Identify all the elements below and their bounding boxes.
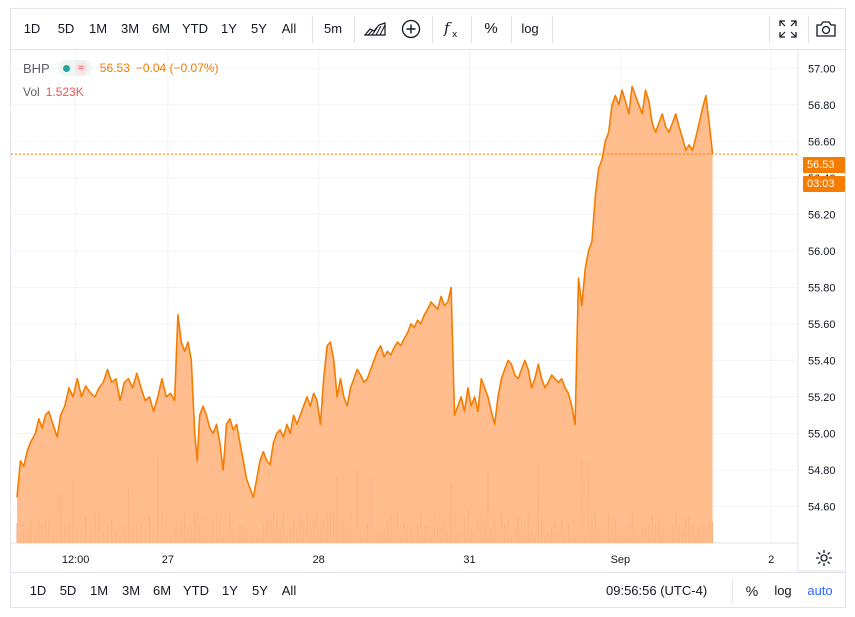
y-tick-label: 55.80 bbox=[808, 282, 836, 294]
range-button-1m[interactable]: 1M bbox=[88, 21, 108, 36]
log-scale-button[interactable]: log bbox=[521, 21, 539, 36]
range-button-1d[interactable]: 1D bbox=[23, 21, 41, 36]
top-toolbar: 1D 5D 1M 3M 6M YTD 1Y 5Y All 5m f x bbox=[11, 9, 845, 50]
range-button-all[interactable]: All bbox=[281, 21, 297, 36]
camera-icon[interactable] bbox=[813, 17, 839, 41]
countdown-tag: 03:03 bbox=[803, 176, 845, 192]
range-button-3m[interactable]: 3M bbox=[120, 21, 140, 36]
indicators-fx-icon[interactable]: f x bbox=[438, 17, 464, 41]
chart-settings-gear-icon[interactable] bbox=[811, 546, 837, 570]
y-tick-label: 56.20 bbox=[808, 209, 836, 221]
range-button-ytd[interactable]: YTD bbox=[182, 21, 208, 36]
chart-legend: BHP ≈ 56.53 −0.04 (−0.07%) Vol 1.523K bbox=[23, 59, 219, 107]
range-button-5d[interactable]: 5D bbox=[57, 21, 75, 36]
x-tick-label: 2 bbox=[768, 554, 774, 566]
legend-status-pill[interactable]: ≈ bbox=[57, 60, 92, 76]
fullscreen-icon[interactable] bbox=[775, 17, 801, 41]
price-line bbox=[16, 85, 714, 499]
y-tick-label: 56.60 bbox=[808, 136, 836, 148]
y-tick-label: 55.20 bbox=[808, 392, 836, 404]
legend-price: 56.53 bbox=[99, 61, 130, 75]
bottom-range-5y[interactable]: 5Y bbox=[252, 583, 268, 598]
range-button-1y[interactable]: 1Y bbox=[221, 21, 237, 36]
y-tick-label: 55.60 bbox=[808, 319, 836, 331]
bottom-range-5d[interactable]: 5D bbox=[59, 583, 77, 598]
price-chart[interactable]: 57.0056.8056.6056.4056.2056.0055.8055.60… bbox=[11, 9, 845, 572]
toolbar-divider bbox=[471, 16, 472, 43]
range-button-5y[interactable]: 5Y bbox=[251, 21, 267, 36]
delayed-data-icon: ≈ bbox=[74, 61, 87, 75]
x-tick-label: 28 bbox=[313, 554, 325, 566]
y-tick-label: 57.00 bbox=[808, 63, 836, 75]
x-tick-label: Sep bbox=[611, 554, 631, 566]
chart-widget: 1D 5D 1M 3M 6M YTD 1Y 5Y All 5m f x bbox=[10, 8, 846, 608]
percent-scale-button[interactable]: % bbox=[484, 20, 498, 37]
y-tick-label: 54.80 bbox=[808, 465, 836, 477]
x-tick-label: 27 bbox=[162, 554, 174, 566]
bottom-range-ytd[interactable]: YTD bbox=[183, 583, 209, 598]
bottom-range-1y[interactable]: 1Y bbox=[222, 583, 238, 598]
y-tick-label: 56.80 bbox=[808, 100, 836, 112]
range-button-6m[interactable]: 6M bbox=[151, 21, 171, 36]
toolbar-divider bbox=[511, 16, 512, 43]
toolbar-divider bbox=[552, 16, 553, 43]
y-tick-label: 54.60 bbox=[808, 501, 836, 513]
toolbar-divider bbox=[312, 16, 313, 43]
toolbar-divider bbox=[732, 579, 733, 603]
market-open-dot-icon bbox=[62, 64, 70, 72]
bottom-range-all[interactable]: All bbox=[281, 583, 297, 598]
toolbar-divider bbox=[354, 16, 355, 43]
bottom-range-1d[interactable]: 1D bbox=[29, 583, 47, 598]
bottom-range-6m[interactable]: 6M bbox=[152, 583, 172, 598]
interval-button[interactable]: 5m bbox=[323, 21, 343, 36]
bottom-log-button[interactable]: log bbox=[774, 583, 792, 598]
toolbar-divider bbox=[432, 16, 433, 43]
y-tick-label: 55.40 bbox=[808, 355, 836, 367]
chart-style-icon[interactable] bbox=[362, 17, 388, 41]
toolbar-divider bbox=[769, 16, 770, 43]
y-tick-label: 55.00 bbox=[808, 428, 836, 440]
price-area-fill bbox=[17, 86, 713, 543]
legend-symbol: BHP bbox=[23, 60, 50, 76]
bottom-toolbar: 1D 5D 1M 3M 6M YTD 1Y 5Y All 09:56:56 (U… bbox=[11, 572, 845, 608]
bottom-range-3m[interactable]: 3M bbox=[121, 583, 141, 598]
bottom-percent-button[interactable]: % bbox=[745, 583, 759, 599]
svg-text:f: f bbox=[443, 19, 452, 37]
bottom-range-1m[interactable]: 1M bbox=[89, 583, 109, 598]
timezone-clock[interactable]: 09:56:56 (UTC-4) bbox=[606, 583, 708, 598]
last-price-tag: 56.53 bbox=[803, 157, 845, 173]
x-tick-label: 12:00 bbox=[62, 554, 90, 566]
bottom-auto-button[interactable]: auto bbox=[807, 583, 833, 598]
legend-volume-value: 1.523K bbox=[45, 85, 84, 99]
legend-volume-label: Vol bbox=[23, 85, 40, 99]
toolbar-divider bbox=[808, 16, 809, 43]
x-tick-label: 31 bbox=[463, 554, 475, 566]
compare-plus-icon[interactable] bbox=[398, 17, 424, 41]
y-tick-label: 56.00 bbox=[808, 246, 836, 258]
svg-text:x: x bbox=[452, 30, 458, 40]
legend-change: −0.04 (−0.07%) bbox=[135, 61, 219, 75]
